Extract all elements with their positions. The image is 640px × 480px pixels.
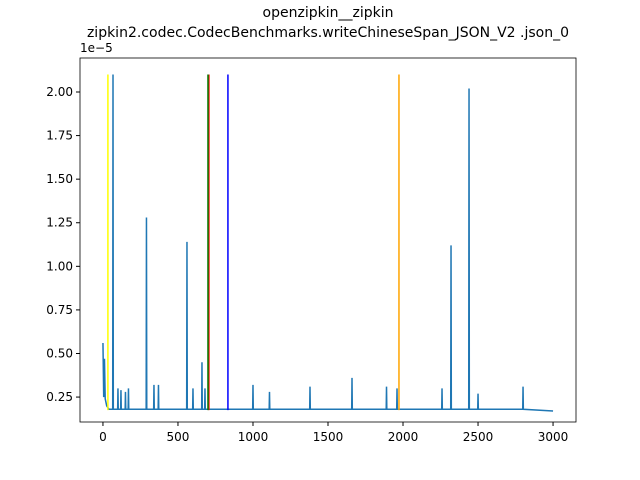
y-tick-label: 1.50 — [46, 172, 73, 186]
x-tick-label: 3000 — [538, 430, 569, 444]
data-line — [102, 74, 554, 412]
x-tick-label: 1000 — [238, 430, 269, 444]
y-tick-label: 0.50 — [46, 346, 73, 360]
chart-subtitle: zipkin2.codec.CodecBenchmarks.writeChine… — [87, 25, 569, 41]
x-tick-label: 1500 — [313, 430, 344, 444]
y-tick-label: 0.25 — [46, 390, 73, 404]
y-tick-label: 1.00 — [46, 259, 73, 273]
y-tick-label: 2.00 — [46, 85, 73, 99]
y-tick-label: 1.75 — [46, 129, 73, 143]
x-tick-label: 500 — [167, 430, 190, 444]
x-tick-label: 0 — [99, 430, 107, 444]
y-offset-label: 1e−5 — [80, 41, 113, 55]
y-tick-label: 0.75 — [46, 303, 73, 317]
y-tick-label: 1.25 — [46, 216, 73, 230]
x-tick-label: 2000 — [388, 430, 419, 444]
chart-title: openzipkin__zipkin — [263, 5, 394, 21]
x-tick-label: 2500 — [463, 430, 494, 444]
plot-frame — [79, 57, 577, 423]
